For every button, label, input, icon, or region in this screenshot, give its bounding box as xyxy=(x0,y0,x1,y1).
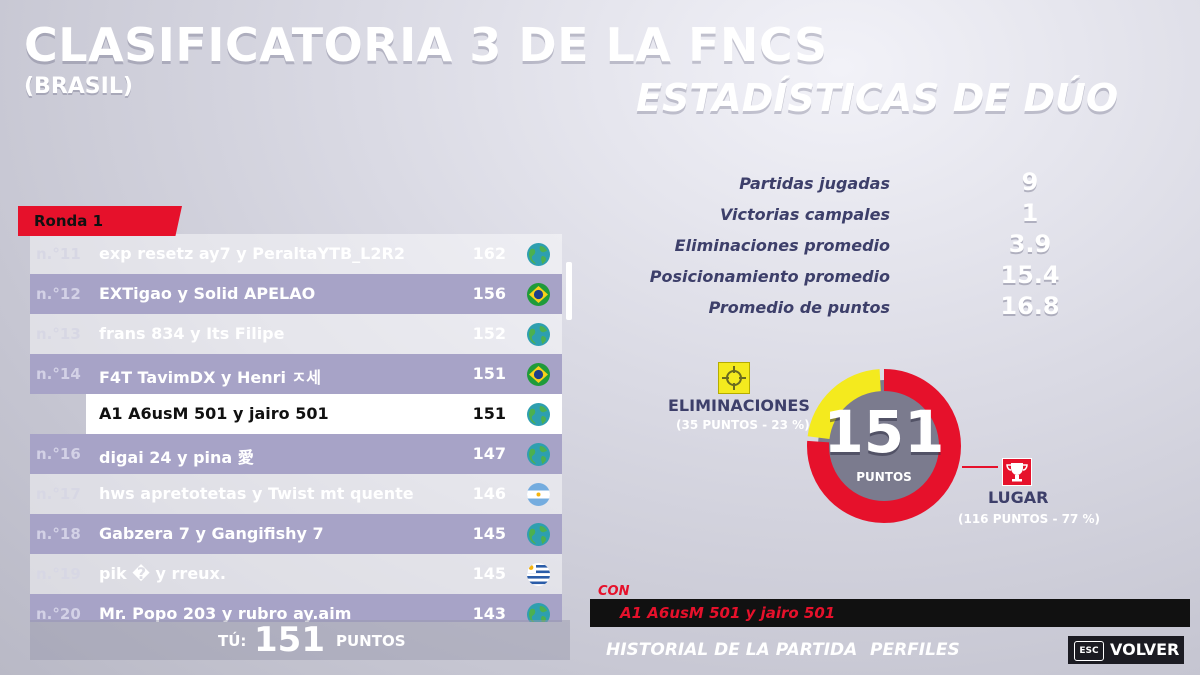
row-rank: n.°20 xyxy=(36,605,81,622)
page-title: CLASIFICATORIA 3 DE LA FNCS xyxy=(24,18,828,72)
leaderboard-row[interactable]: n.°20 Mr. Popo 203 y rubro ay.aim 143 xyxy=(30,594,562,622)
row-points: 147 xyxy=(472,444,506,463)
stats-list: Partidas jugadas 9 Victorias campales 1 … xyxy=(650,168,1080,323)
back-label: VOLVER xyxy=(1110,640,1180,659)
stat-label: Posicionamiento promedio xyxy=(649,267,890,286)
placement-detail: (116 PUNTOS - 77 %) xyxy=(958,512,1101,526)
your-points-bar: TÚ: 151 PUNTOS xyxy=(30,620,570,660)
row-team-name: EXTigao y Solid APELAO xyxy=(99,284,316,303)
leaderboard-row[interactable]: n.°17 hws apretotetas y Twist mt quente 14… xyxy=(30,474,562,514)
row-team-name: hws apretotetas y Twist mt quente xyxy=(99,484,414,503)
you-points-unit: PUNTOS xyxy=(336,632,406,650)
stat-row-matches: Partidas jugadas 9 xyxy=(700,168,1080,199)
row-points: 146 xyxy=(472,484,506,503)
match-history-button[interactable]: HISTORIAL DE LA PARTIDA xyxy=(606,640,858,660)
argentina-flag-icon xyxy=(526,482,551,507)
eliminations-label: ELIMINACIONES xyxy=(668,396,810,415)
points-donut xyxy=(807,369,961,523)
globe-flag-icon xyxy=(526,522,551,547)
globe-flag-icon xyxy=(526,242,551,267)
globe-flag-icon xyxy=(526,402,551,427)
back-button[interactable]: ESC VOLVER xyxy=(1068,636,1184,664)
leaderboard-row[interactable]: n.°11 exp resetz ay7 y PeraltaYTB_L2R2 162 xyxy=(30,234,562,274)
stat-row-avg-elims: Eliminaciones promedio 3.9 xyxy=(675,230,1080,261)
globe-flag-icon xyxy=(526,322,551,347)
row-rank: n.°16 xyxy=(36,445,81,463)
stat-row-wins: Victorias campales 1 xyxy=(700,199,1080,230)
stat-value: 9 xyxy=(1021,168,1039,196)
team-name: A1 A6usM 501 y jairo 501 xyxy=(620,604,836,622)
stat-value: 15.4 xyxy=(1000,261,1060,289)
crosshair-icon xyxy=(718,362,750,394)
globe-flag-icon xyxy=(526,442,551,467)
stat-label: Partidas jugadas xyxy=(739,174,890,193)
row-team-name: F4T TavimDX y Henri ㅈ세 xyxy=(99,368,321,387)
row-rank: n.°11 xyxy=(36,245,81,263)
total-points-unit: PUNTOS xyxy=(856,470,912,484)
row-team-name: exp resetz ay7 y PeraltaYTB_L2R2 xyxy=(99,244,405,263)
row-team-name: A1 A6usM 501 y jairo 501 xyxy=(99,404,329,423)
row-rank: n.°13 xyxy=(36,325,81,343)
row-team-name: Gabzera 7 y Gangifishy 7 xyxy=(99,524,324,543)
row-rank: n.°19 xyxy=(36,565,81,583)
row-points: 156 xyxy=(472,284,506,303)
brazil-flag-icon xyxy=(526,282,551,307)
row-points: 152 xyxy=(472,324,506,343)
globe-flag-icon xyxy=(526,602,551,622)
stat-row-avg-placement: Posicionamiento promedio 15.4 xyxy=(650,261,1080,292)
team-bar: A1 A6usM 501 y jairo 501 xyxy=(590,599,1190,627)
row-rank: n.°18 xyxy=(36,525,81,543)
eliminations-detail: (35 PUNTOS - 23 %) xyxy=(676,418,810,432)
brazil-flag-icon xyxy=(526,362,551,387)
stat-row-avg-points: Promedio de puntos 16.8 xyxy=(700,292,1080,323)
leaderboard-row[interactable]: n.°12 EXTigao y Solid APELAO 156 xyxy=(30,274,562,314)
row-team-name: Mr. Popo 203 y rubro ay.aim xyxy=(99,604,352,622)
row-points: 151 xyxy=(472,364,506,383)
leaderboard-row[interactable]: n.°18 Gabzera 7 y Gangifishy 7 145 xyxy=(30,514,562,554)
row-points: 151 xyxy=(472,404,506,423)
leaderboard-row[interactable]: n.°13 frans 834 y Its Filipe 152 xyxy=(30,314,562,354)
stat-label: Victorias campales xyxy=(719,205,890,224)
region-label: (BRASIL) xyxy=(24,74,133,99)
leaderboard-row[interactable]: n.°16 digai 24 y pina 愛 147 xyxy=(30,434,562,474)
row-points: 162 xyxy=(472,244,506,263)
row-rank: n.°12 xyxy=(36,285,81,303)
total-points-value: 151 xyxy=(823,398,945,466)
team-prefix: CON xyxy=(598,584,630,599)
esc-key-icon: ESC xyxy=(1074,641,1104,661)
stat-value: 16.8 xyxy=(1000,292,1060,320)
trophy-icon xyxy=(1002,458,1032,486)
leaderboard-row[interactable]: n.°14 F4T TavimDX y Henri ㅈ세 151 xyxy=(30,354,562,394)
row-points: 143 xyxy=(472,604,506,622)
row-team-name: frans 834 y Its Filipe xyxy=(99,324,285,343)
stat-value: 3.9 xyxy=(1008,230,1052,258)
stat-label: Eliminaciones promedio xyxy=(674,236,890,255)
leaderboard-scrollbar[interactable] xyxy=(566,262,572,320)
row-points: 145 xyxy=(472,524,506,543)
placement-connector xyxy=(962,466,998,468)
row-team-name: digai 24 y pina 愛 xyxy=(99,448,254,467)
row-points: 145 xyxy=(472,564,506,583)
stat-label: Promedio de puntos xyxy=(708,298,890,317)
uruguay-flag-icon xyxy=(526,562,551,587)
placement-segment xyxy=(807,369,961,523)
leaderboard-row[interactable]: A1 A6usM 501 y jairo 501 151 xyxy=(86,394,562,434)
round-tab[interactable]: Ronda 1 xyxy=(18,206,182,236)
leaderboard-list[interactable]: n.°11 exp resetz ay7 y PeraltaYTB_L2R2 162… xyxy=(30,214,562,622)
you-label: TÚ: xyxy=(218,632,247,650)
stat-value: 1 xyxy=(1021,199,1039,227)
you-points-value: 151 xyxy=(254,620,325,660)
row-rank: n.°14 xyxy=(36,365,81,383)
stats-title: ESTADÍSTICAS DE DÚO xyxy=(636,76,1119,120)
row-rank: n.°17 xyxy=(36,485,81,503)
profiles-button[interactable]: PERFILES xyxy=(870,640,960,660)
leaderboard-row[interactable]: n.°19 pik � y rreux. 145 xyxy=(30,554,562,594)
placement-label: LUGAR xyxy=(988,488,1049,507)
row-team-name: pik � y rreux. xyxy=(99,564,226,583)
